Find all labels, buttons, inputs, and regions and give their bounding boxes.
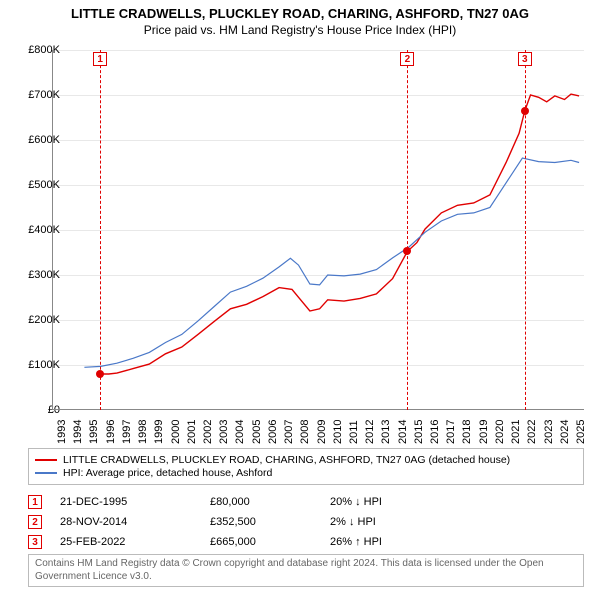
x-tick-label: 2011 (348, 420, 360, 444)
x-tick-label: 2021 (510, 420, 522, 444)
event-flag-2: 2 (400, 52, 414, 66)
legend-swatch-hpi (35, 472, 57, 474)
x-tick-label: 2019 (478, 420, 490, 444)
event-vline (100, 50, 101, 410)
legend-label-property: LITTLE CRADWELLS, PLUCKLEY ROAD, CHARING… (63, 454, 510, 466)
x-tick-label: 2023 (543, 420, 555, 444)
event-price-2: £352,500 (210, 516, 330, 528)
event-flag-3: 3 (518, 52, 532, 66)
x-tick-label: 1998 (137, 420, 149, 444)
x-tick-label: 2001 (186, 420, 198, 444)
event-flag-1: 1 (93, 52, 107, 66)
x-tick-label: 2003 (218, 420, 230, 444)
x-tick-label: 2004 (234, 420, 246, 444)
event-date-2: 28-NOV-2014 (60, 516, 210, 528)
x-tick-label: 2018 (461, 420, 473, 444)
chart-subtitle: Price paid vs. HM Land Registry's House … (0, 23, 600, 37)
legend-swatch-property (35, 459, 57, 461)
x-tick-label: 2005 (251, 420, 263, 444)
x-tick-label: 2024 (559, 420, 571, 444)
event-marker-3 (521, 107, 529, 115)
x-tick-label: 1997 (121, 420, 133, 444)
legend-label-hpi: HPI: Average price, detached house, Ashf… (63, 467, 272, 479)
event-vline (525, 50, 526, 410)
event-row-2: 2 28-NOV-2014 £352,500 2% ↓ HPI (28, 512, 584, 532)
x-tick-label: 2015 (413, 420, 425, 444)
event-row-3: 3 25-FEB-2022 £665,000 26% ↑ HPI (28, 532, 584, 552)
x-tick-label: 2014 (397, 420, 409, 444)
legend-box: LITTLE CRADWELLS, PLUCKLEY ROAD, CHARING… (28, 448, 584, 485)
event-marker-1 (96, 370, 104, 378)
x-tick-label: 2022 (526, 420, 538, 444)
series-line-hpi (84, 158, 579, 367)
event-delta-3: 26% ↑ HPI (330, 536, 450, 548)
chart-container: LITTLE CRADWELLS, PLUCKLEY ROAD, CHARING… (0, 0, 600, 590)
x-tick-label: 2010 (332, 420, 344, 444)
x-tick-label: 2000 (170, 420, 182, 444)
x-tick-label: 2013 (380, 420, 392, 444)
x-tick-label: 2025 (575, 420, 587, 444)
x-tick-label: 1994 (72, 420, 84, 444)
attribution-text: Contains HM Land Registry data © Crown c… (28, 554, 584, 587)
x-tick-label: 2020 (494, 420, 506, 444)
x-tick-label: 2007 (283, 420, 295, 444)
event-badge-1: 1 (28, 495, 42, 509)
x-tick-label: 2016 (429, 420, 441, 444)
x-tick-label: 2006 (267, 420, 279, 444)
event-marker-2 (403, 247, 411, 255)
x-tick-label: 2012 (364, 420, 376, 444)
x-tick-label: 2008 (299, 420, 311, 444)
legend-row-hpi: HPI: Average price, detached house, Ashf… (35, 467, 577, 479)
x-tick-label: 2017 (445, 420, 457, 444)
x-tick-label: 1993 (56, 420, 68, 444)
event-price-1: £80,000 (210, 496, 330, 508)
event-badge-3: 3 (28, 535, 42, 549)
event-vline (407, 50, 408, 410)
event-delta-1: 20% ↓ HPI (330, 496, 450, 508)
x-tick-label: 1995 (88, 420, 100, 444)
event-price-3: £665,000 (210, 536, 330, 548)
x-tick-label: 2009 (316, 420, 328, 444)
event-delta-2: 2% ↓ HPI (330, 516, 450, 528)
chart-title-address: LITTLE CRADWELLS, PLUCKLEY ROAD, CHARING… (0, 6, 600, 21)
event-date-3: 25-FEB-2022 (60, 536, 210, 548)
x-tick-label: 1999 (153, 420, 165, 444)
event-badge-2: 2 (28, 515, 42, 529)
title-block: LITTLE CRADWELLS, PLUCKLEY ROAD, CHARING… (0, 0, 600, 37)
event-date-1: 21-DEC-1995 (60, 496, 210, 508)
line-series-svg (52, 50, 584, 410)
events-table: 1 21-DEC-1995 £80,000 20% ↓ HPI 2 28-NOV… (28, 492, 584, 552)
series-line-property (100, 94, 579, 374)
legend-row-property: LITTLE CRADWELLS, PLUCKLEY ROAD, CHARING… (35, 454, 577, 466)
event-row-1: 1 21-DEC-1995 £80,000 20% ↓ HPI (28, 492, 584, 512)
x-tick-label: 2002 (202, 420, 214, 444)
x-tick-label: 1996 (105, 420, 117, 444)
